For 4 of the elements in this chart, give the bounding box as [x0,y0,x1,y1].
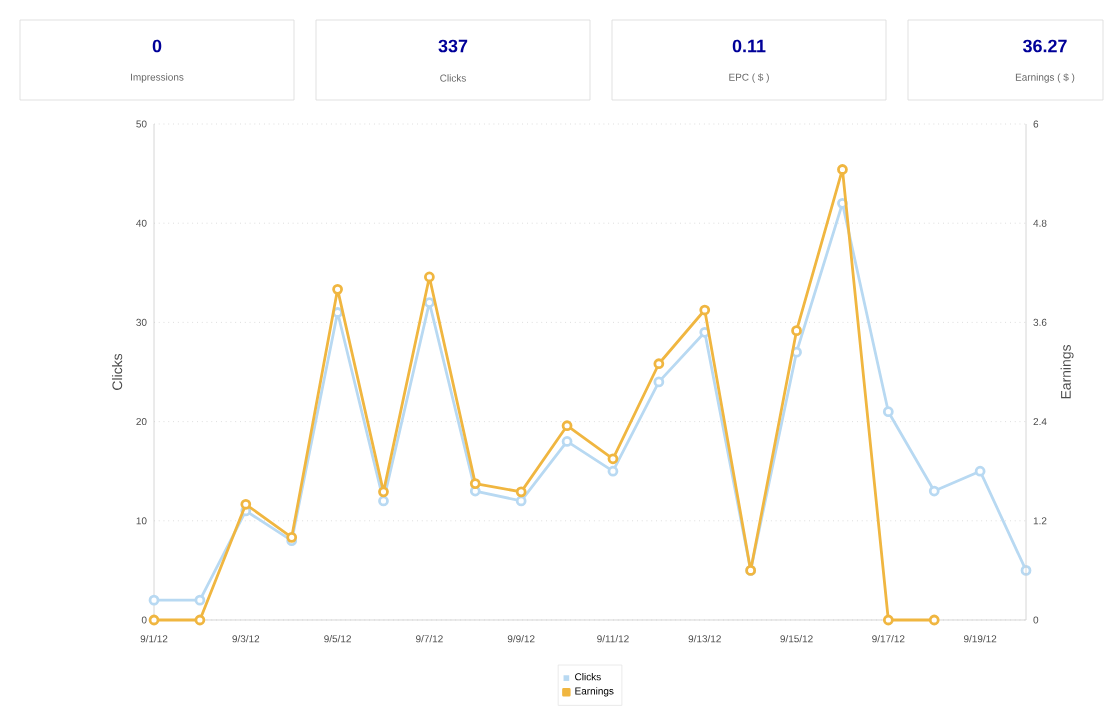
text: 0 [152,39,162,53]
text: 0.11 [732,39,766,53]
text: 337 [438,39,468,53]
text: 36.27 [1022,39,1067,53]
